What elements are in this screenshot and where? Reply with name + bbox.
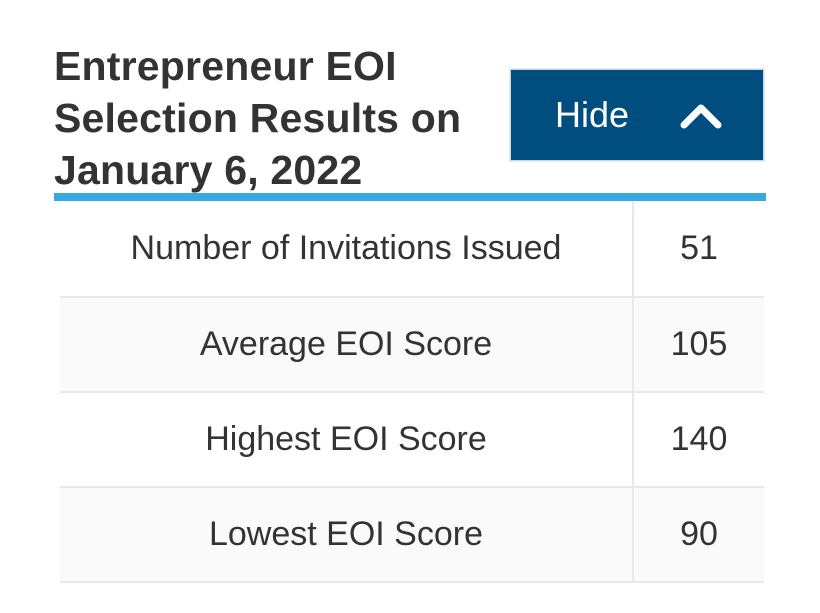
table-row: Number of Invitations Issued 51 <box>60 201 764 298</box>
chevron-up-icon <box>680 104 722 129</box>
row-value: 105 <box>670 325 728 363</box>
header-divider <box>54 193 766 201</box>
row-value: 90 <box>680 515 718 553</box>
title-line: Entrepreneur EOI <box>54 43 397 89</box>
row-value: 51 <box>680 229 718 267</box>
title-line: Selection Results on <box>54 95 462 141</box>
row-label: Average EOI Score <box>60 298 634 391</box>
row-value: 140 <box>670 420 728 458</box>
row-label: Lowest EOI Score <box>60 488 634 581</box>
row-label: Number of Invitations Issued <box>60 201 634 296</box>
results-table: Number of Invitations Issued 51 Average … <box>60 201 764 583</box>
title-line: January 6, 2022 <box>54 147 363 193</box>
row-label: Highest EOI Score <box>60 393 634 486</box>
table-row: Lowest EOI Score 90 <box>60 488 764 583</box>
table-row: Highest EOI Score 140 <box>60 393 764 488</box>
table-row: Average EOI Score 105 <box>60 298 764 393</box>
hide-button-label: Hide <box>555 94 630 135</box>
hide-toggle-button[interactable]: Hide <box>510 69 764 161</box>
results-header: Entrepreneur EOI Selection Results on Ja… <box>54 40 766 193</box>
page-title: Entrepreneur EOI Selection Results on Ja… <box>54 40 494 196</box>
